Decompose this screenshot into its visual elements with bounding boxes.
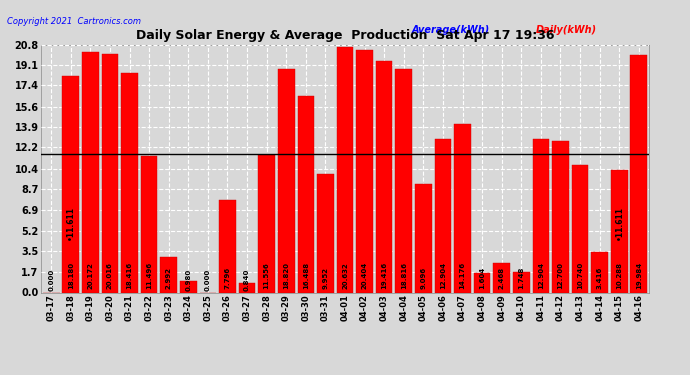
Text: 0.840: 0.840 [244,269,250,291]
Text: 3.416: 3.416 [597,267,602,289]
Text: 19.984: 19.984 [635,262,642,289]
Text: 12.904: 12.904 [440,262,446,289]
Bar [435,139,451,292]
Bar [552,141,569,292]
Bar [591,252,608,292]
Bar [297,96,314,292]
Text: 19.416: 19.416 [381,262,387,289]
Bar [278,69,295,292]
Text: 20.404: 20.404 [362,262,368,289]
Bar [63,76,79,292]
Bar [493,263,510,292]
Text: 2.992: 2.992 [166,267,172,289]
Text: 11.496: 11.496 [146,262,152,289]
Bar [141,156,157,292]
Text: 2.468: 2.468 [499,267,504,289]
Bar [533,139,549,292]
Bar [337,47,353,292]
Bar [82,53,99,292]
Bar [219,200,236,292]
Text: Daily(kWh): Daily(kWh) [536,25,598,35]
Bar [180,281,197,292]
Text: 1.748: 1.748 [518,267,524,289]
Bar [395,69,412,292]
Text: 1.604: 1.604 [479,267,485,289]
Text: Copyright 2021  Cartronics.com: Copyright 2021 Cartronics.com [7,17,141,26]
Bar [415,184,432,292]
Bar [572,165,589,292]
Bar [631,55,647,292]
Text: Average(kWh): Average(kWh) [412,25,490,35]
Bar [121,74,138,292]
Text: 9.096: 9.096 [420,267,426,289]
Text: 20.016: 20.016 [107,262,113,289]
Text: 12.904: 12.904 [538,262,544,289]
Text: 20.172: 20.172 [88,262,93,289]
Text: 10.288: 10.288 [616,262,622,289]
Text: 18.416: 18.416 [126,262,132,289]
Bar [101,54,118,292]
Bar [160,257,177,292]
Text: •11.611: •11.611 [66,206,75,240]
Text: •11.611: •11.611 [615,206,624,240]
Text: 18.820: 18.820 [283,262,289,289]
Bar [474,273,491,292]
Bar [356,50,373,292]
Bar [258,155,275,292]
Text: 0.980: 0.980 [186,269,191,291]
Text: 14.176: 14.176 [460,262,466,289]
Text: 11.556: 11.556 [264,262,270,289]
Text: 10.740: 10.740 [577,262,583,289]
Text: 18.816: 18.816 [401,262,407,289]
Text: 18.180: 18.180 [68,262,74,289]
Bar [513,272,530,292]
Bar [454,124,471,292]
Bar [317,174,334,292]
Text: 7.796: 7.796 [224,267,230,289]
Text: 0.000: 0.000 [48,269,55,291]
Text: 12.700: 12.700 [558,262,564,289]
Bar [239,282,255,292]
Text: 9.952: 9.952 [322,267,328,289]
Text: 16.488: 16.488 [303,262,309,289]
Title: Daily Solar Energy & Average  Production  Sat Apr 17 19:36: Daily Solar Energy & Average Production … [136,30,554,42]
Text: 20.632: 20.632 [342,262,348,289]
Bar [376,62,393,292]
Text: 0.000: 0.000 [205,269,211,291]
Bar [611,170,627,292]
